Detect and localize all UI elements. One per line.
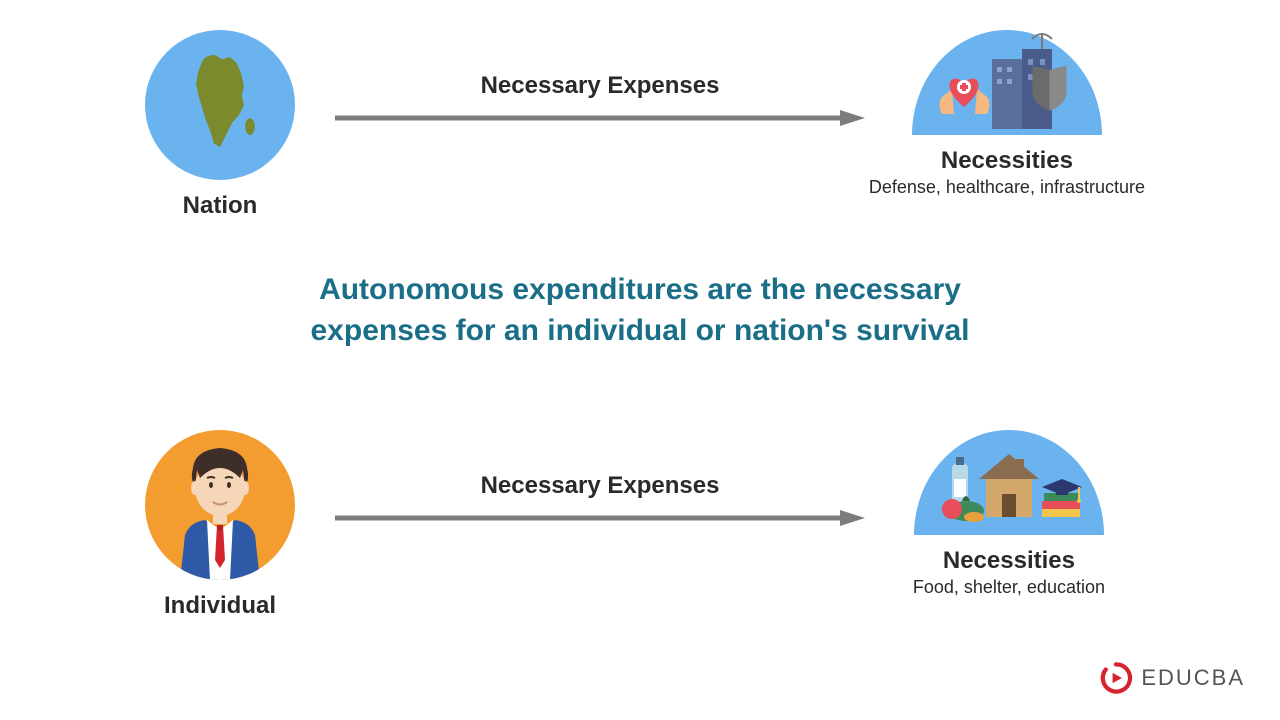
necessities-bottom-label: Necessities — [943, 547, 1075, 575]
arrow-bottom-label: Necessary Expenses — [481, 472, 720, 500]
arrow-top-label: Necessary Expenses — [481, 72, 720, 100]
food-necessities-block: Necessities Food, shelter, education — [913, 430, 1105, 598]
center-line2: expenses for an individual or nation's s… — [311, 314, 970, 347]
arrow-bottom: Necessary Expenses — [335, 472, 865, 528]
nation-label: Nation — [183, 192, 258, 220]
educba-logo: EDUCBA — [1099, 661, 1245, 695]
educba-logo-text: EDUCBA — [1141, 665, 1245, 691]
city-necessities-block: Necessities Defense, healthcare, infrast… — [869, 30, 1145, 198]
necessities-top-label: Necessities — [941, 147, 1073, 175]
educba-logo-icon — [1099, 661, 1133, 695]
food-shelter-icon — [914, 430, 1104, 535]
city-icon — [912, 30, 1102, 135]
person-icon — [145, 430, 295, 580]
center-line1: Autonomous expenditures are the necessar… — [319, 273, 961, 306]
individual-icon-block: Individual — [145, 430, 295, 620]
individual-label: Individual — [164, 592, 276, 620]
center-headline: Autonomous expenditures are the necessar… — [0, 270, 1280, 351]
necessities-top-sublabel: Defense, healthcare, infrastructure — [869, 177, 1145, 198]
nation-icon-block: Nation — [145, 30, 295, 220]
necessities-bottom-sublabel: Food, shelter, education — [913, 577, 1105, 598]
globe-africa-icon — [145, 30, 295, 180]
arrow-top: Necessary Expenses — [335, 72, 865, 128]
